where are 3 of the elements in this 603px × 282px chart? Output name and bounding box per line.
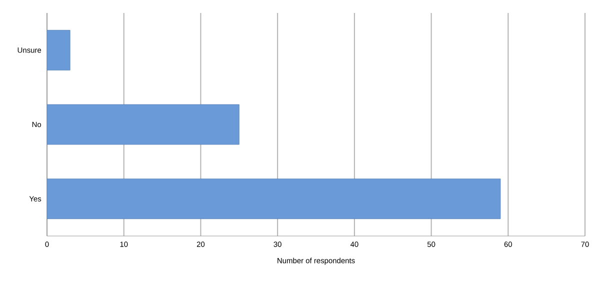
bar — [47, 178, 501, 220]
bar — [47, 30, 70, 70]
bar — [47, 104, 240, 145]
